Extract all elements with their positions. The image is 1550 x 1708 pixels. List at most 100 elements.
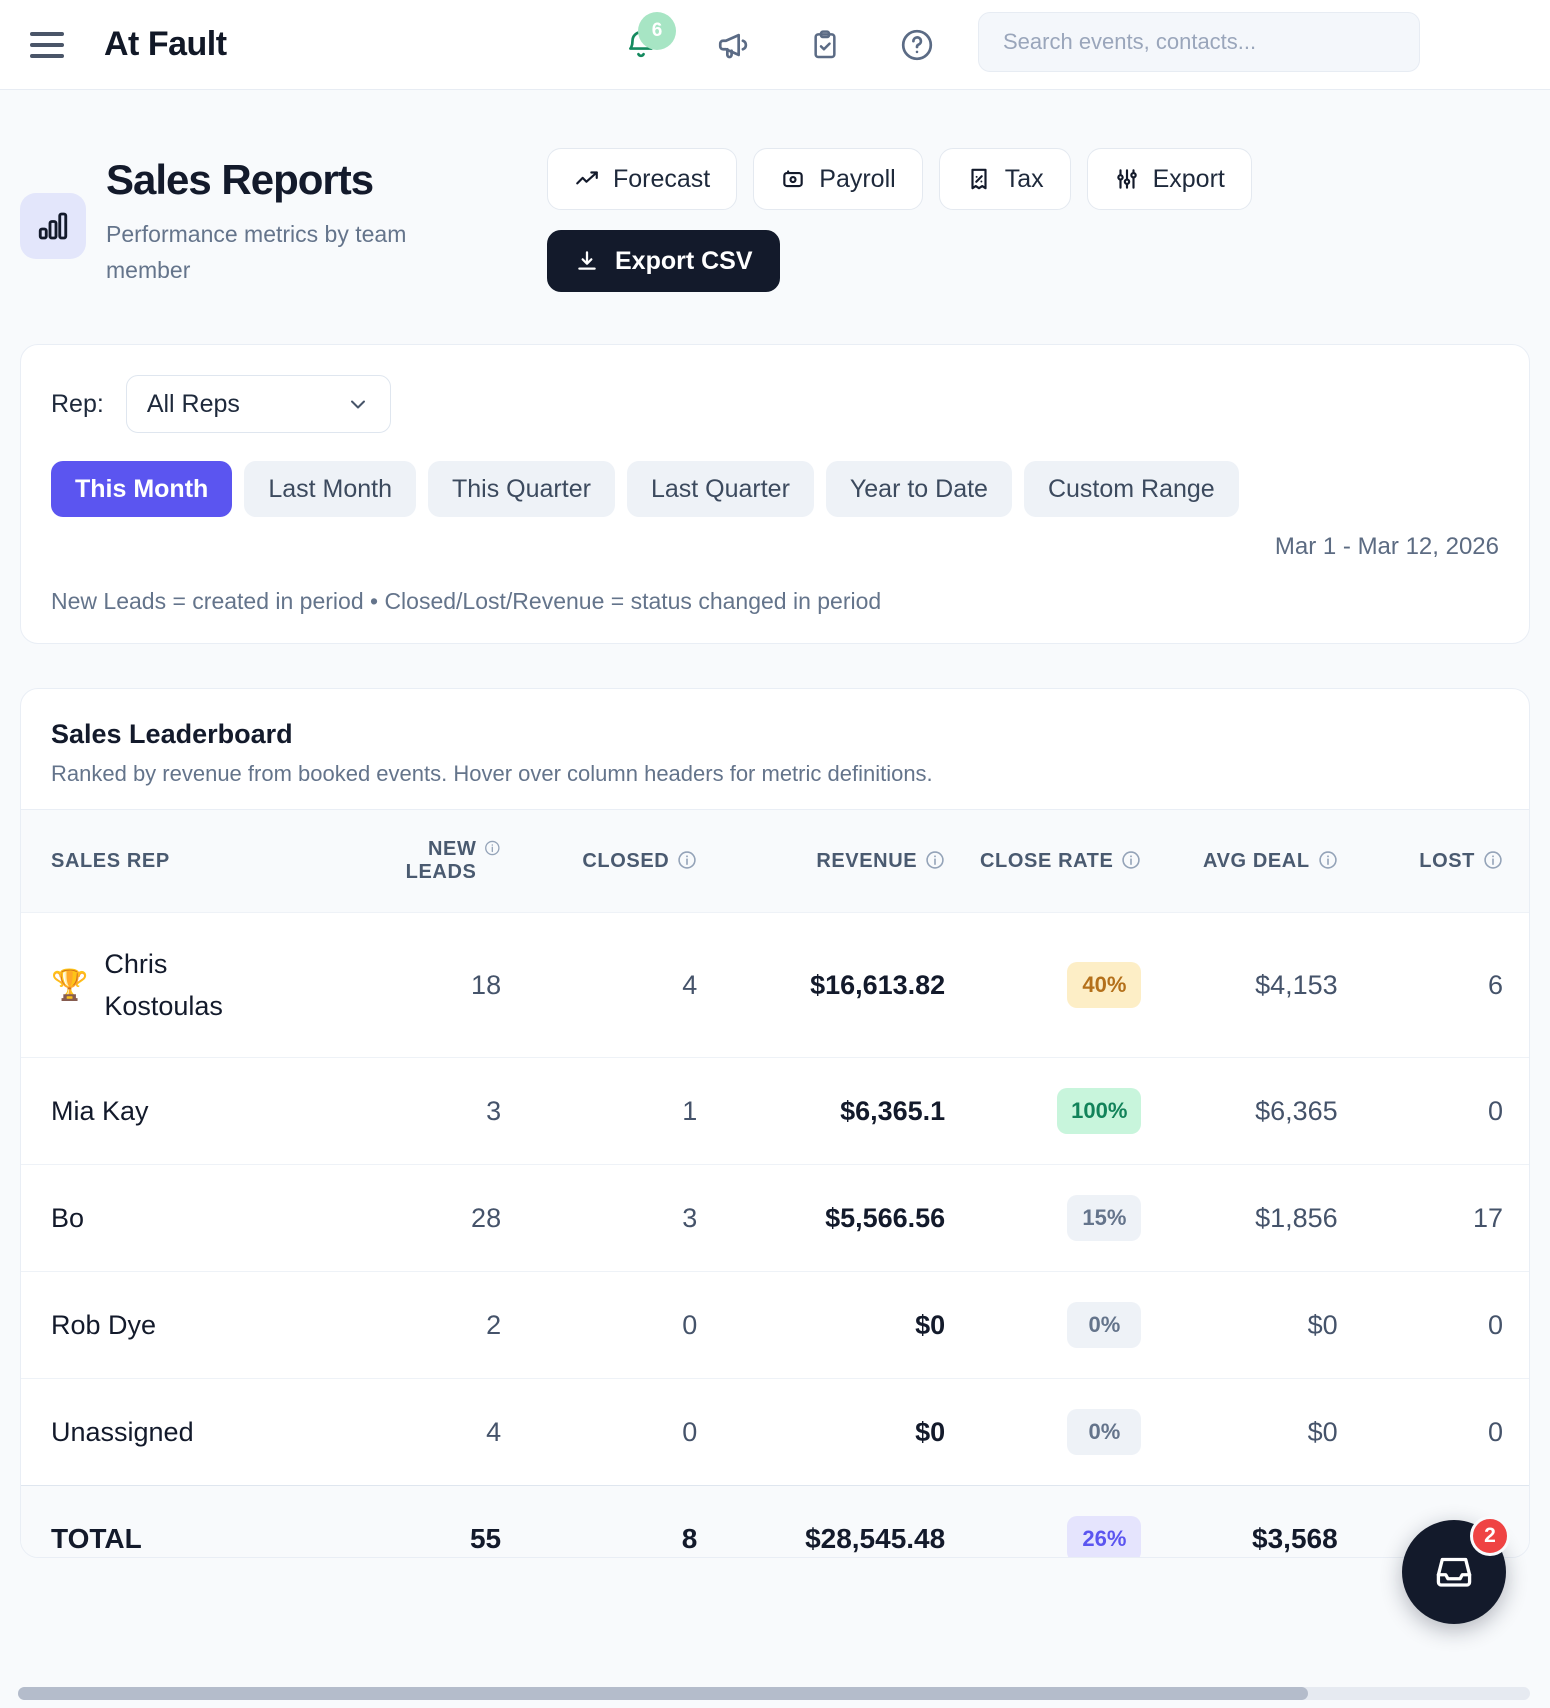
chevron-down-icon (350, 400, 365, 409)
col-avg-deal[interactable]: AVG DEAL (1167, 810, 1363, 913)
export-csv-button[interactable]: Export CSV (547, 230, 780, 292)
table-body: 🏆 Chris Kostoulas 18 4 $16,613.82 40% $4,153 6 M… (21, 912, 1529, 1557)
announcements-button[interactable] (712, 24, 754, 66)
cell-close-rate: 15% (971, 1164, 1168, 1272)
rep-select[interactable]: All Reps (125, 375, 391, 433)
leaderboard-title: Sales Leaderboard (51, 719, 293, 749)
leaderboard-subtitle: Ranked by revenue from booked events. Ho… (51, 761, 933, 786)
rep-name: Rob Dye (51, 1310, 157, 1340)
cell-close-rate: 40% (971, 912, 1168, 1058)
forecast-button[interactable]: Forecast (547, 148, 738, 210)
help-circle-icon (901, 29, 933, 61)
close-rate-badge: 26% (1067, 1516, 1142, 1557)
cell-avg-deal: $0 (1167, 1271, 1364, 1379)
cell-lost: 6 (1363, 912, 1529, 1058)
table-row[interactable]: 🏆 Chris Kostoulas 18 4 $16,613.82 40% $4,153 6 (21, 912, 1529, 1058)
info-icon (485, 840, 501, 856)
col-revenue[interactable]: REVENUE (723, 810, 971, 913)
notifications-button[interactable]: 6 (620, 12, 676, 66)
cell-close-rate: 0% (971, 1271, 1168, 1379)
payroll-label: Payroll (819, 164, 896, 193)
cell-new-leads: 28 (372, 1164, 528, 1272)
top-bar: At Fault 6 (0, 0, 1550, 90)
cell-closed: 0 (527, 1378, 724, 1486)
search-placeholder: Search events, contacts... (1003, 29, 1257, 54)
cell-close-rate: 100% (971, 1057, 1168, 1165)
leaderboard-table: SALES REP NEW LEADS CLOSED (21, 810, 1529, 1557)
filter-card: Rep: All Reps This Month Last Month This… (20, 344, 1530, 644)
period-pill-last-quarter[interactable]: Last Quarter (626, 461, 814, 517)
table-row[interactable]: Mia Kay 3 1 $6,365.1 100% $6,365 0 (21, 1057, 1529, 1165)
rep-name: Bo (51, 1203, 85, 1233)
receipt-percent-icon (971, 168, 987, 190)
info-icon (1318, 850, 1337, 869)
cell-closed: 3 (527, 1164, 724, 1272)
leaderboard-divider (21, 809, 1529, 810)
hamburger-icon[interactable] (24, 22, 70, 68)
page-title: Sales Reports (106, 156, 374, 203)
col-closed[interactable]: CLOSED (527, 810, 723, 913)
cell-total-revenue: $28,545.48 (723, 1485, 972, 1557)
page-icon (20, 193, 86, 259)
period-pill-this-month[interactable]: This Month (51, 461, 233, 517)
cell-revenue: $5,566.56 (723, 1164, 972, 1272)
wallet-icon (783, 170, 804, 188)
close-rate-badge: 0% (1067, 1302, 1142, 1348)
tasks-button[interactable] (804, 24, 846, 66)
horizontal-scrollbar-thumb[interactable] (18, 1687, 1308, 1700)
tax-button[interactable]: Tax (938, 148, 1071, 210)
col-revenue-label: REVENUE (816, 849, 918, 872)
bar-chart-icon (38, 212, 68, 240)
col-closed-label: CLOSED (582, 849, 670, 872)
page-subtitle: Performance metrics by team member (106, 221, 407, 283)
cell-sales-rep: Mia Kay (21, 1057, 373, 1165)
period-pill-group: This Month Last Month This Quarter Last … (51, 461, 1239, 517)
trophy-icon: 🏆 (51, 968, 89, 1002)
col-sales-rep[interactable]: SALES REP (51, 849, 170, 872)
payroll-button[interactable]: Payroll (753, 148, 923, 210)
export-button[interactable]: Export (1086, 148, 1252, 210)
cell-total-new-leads: 55 (372, 1485, 528, 1557)
cell-lost: 0 (1363, 1378, 1529, 1486)
cell-avg-deal: $1,856 (1167, 1164, 1364, 1272)
period-pill-this-quarter[interactable]: This Quarter (428, 461, 615, 517)
cell-total-closed: 8 (527, 1485, 724, 1557)
col-lost[interactable]: LOST (1364, 810, 1529, 913)
col-close-rate-label: CLOSE RATE (980, 849, 1114, 872)
cell-sales-rep: Unassigned (21, 1378, 373, 1486)
table-row[interactable]: Bo 28 3 $5,566.56 15% $1,856 17 (21, 1164, 1529, 1272)
col-new-leads[interactable]: NEW LEADS (372, 810, 527, 913)
inbox-icon (1436, 1557, 1472, 1587)
cell-sales-rep: Rob Dye (21, 1271, 373, 1379)
hamburger-bar (30, 42, 64, 47)
period-pill-year-to-date[interactable]: Year to Date (825, 461, 1012, 517)
leaderboard-card: Sales Leaderboard Ranked by revenue from… (20, 688, 1530, 1558)
cell-sales-rep: Bo (21, 1164, 373, 1272)
table-row[interactable]: Rob Dye 2 0 $0 0% $0 0 (21, 1271, 1529, 1379)
page-header: Sales Reports Performance metrics by tea… (0, 90, 1550, 338)
cell-closed: 0 (527, 1271, 724, 1379)
cell-revenue: $0 (723, 1378, 972, 1486)
period-pill-custom-range[interactable]: Custom Range (1023, 461, 1239, 517)
info-icon (678, 850, 697, 869)
table-row[interactable]: Unassigned 4 0 $0 0% $0 0 (21, 1378, 1529, 1486)
rep-filter-row: Rep: All Reps (51, 375, 391, 433)
cell-new-leads: 4 (372, 1378, 528, 1486)
table-header-row: SALES REP NEW LEADS CLOSED (21, 810, 1529, 913)
close-rate-badge: 0% (1067, 1409, 1142, 1455)
chat-launcher-button[interactable]: 2 (1402, 1516, 1510, 1624)
trending-up-icon (576, 171, 598, 185)
forecast-label: Forecast (613, 164, 711, 193)
cell-avg-deal: $6,365 (1167, 1057, 1364, 1165)
period-pill-last-month[interactable]: Last Month (244, 461, 416, 517)
rep-filter-label: Rep: (51, 389, 104, 418)
cell-lost: 17 (1363, 1164, 1529, 1272)
tax-label: Tax (1004, 164, 1044, 193)
search-input[interactable]: Search events, contacts... (978, 12, 1420, 72)
col-close-rate[interactable]: CLOSE RATE (971, 810, 1167, 913)
rep-select-value: All Reps (146, 389, 240, 418)
help-button[interactable] (896, 24, 938, 66)
hamburger-bar (30, 53, 64, 58)
rep-name: Mia Kay (51, 1096, 149, 1126)
